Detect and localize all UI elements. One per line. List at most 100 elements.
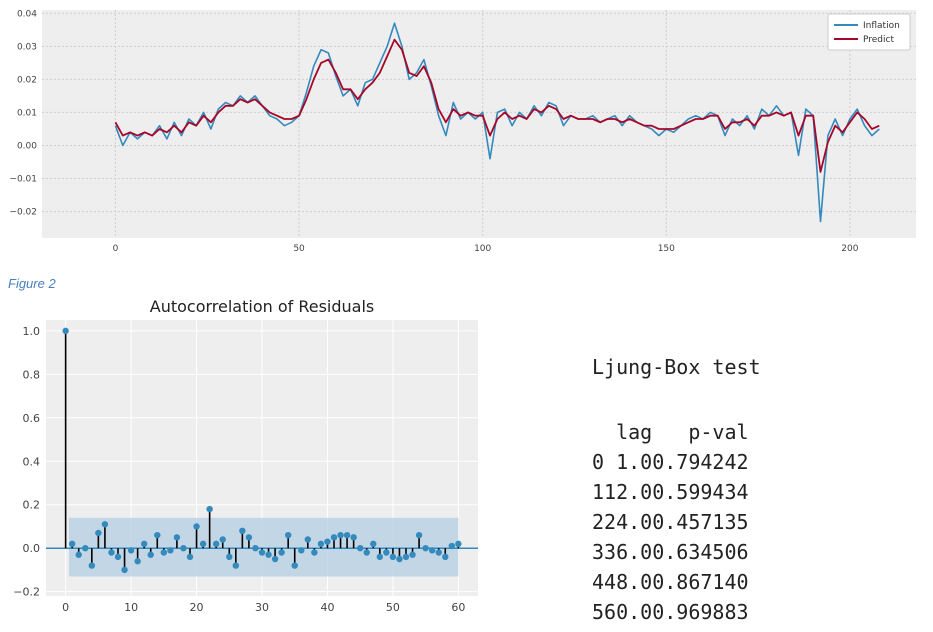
inflation-predict-chart: 0.04 0.03 0.02 0.01 0.00 −0.01 −0.02 0 50 100 150 2… — [9, 9, 916, 254]
y-tick-label: −0.02 — [9, 208, 37, 218]
row-index: 4 — [592, 570, 605, 594]
acf-marker — [383, 549, 390, 556]
acf-marker — [252, 544, 259, 552]
acf-marker — [147, 551, 154, 558]
acf-marker — [167, 547, 174, 554]
acf-marker — [245, 534, 253, 541]
acf-marker — [350, 534, 357, 541]
y-tick-label: −0.01 — [9, 175, 37, 185]
acf-marker — [239, 527, 246, 535]
x-tick-label: 30 — [255, 601, 269, 614]
acf-marker — [271, 555, 279, 563]
y-tick-label: 0.00 — [17, 141, 37, 151]
x-tick-label: 200 — [841, 244, 858, 254]
x-tick-label: 150 — [658, 244, 675, 254]
y-tick-label: 1.0 — [23, 325, 41, 338]
acf-marker — [82, 544, 89, 552]
acf-marker — [422, 544, 429, 552]
y-tick-label: 0.04 — [17, 9, 37, 19]
acf-marker — [108, 549, 115, 556]
row-index: 3 — [592, 540, 605, 564]
ljung-header-row: lag p-val — [592, 417, 749, 447]
y-tick-label: 0.2 — [23, 499, 41, 512]
x-tick-label: 0 — [113, 244, 119, 254]
row-pval: 0.794242 — [652, 450, 749, 474]
acf-marker — [258, 549, 266, 556]
acf-marker — [186, 553, 194, 561]
ljung-box-table: lag p-val 0 1.0 0.794242 1 12.0 0.599434 2 24… — [592, 417, 749, 627]
series-line-predict — [114, 38, 880, 173]
row-index: 1 — [592, 480, 605, 504]
confidence-band — [68, 517, 459, 577]
x-tick-label: 100 — [474, 244, 491, 254]
x-tick-label: 60 — [451, 601, 465, 614]
y-tick-label: 0.8 — [23, 368, 41, 381]
acf-marker — [428, 547, 436, 554]
y-tick-label: −0.2 — [13, 586, 40, 599]
acf-marker — [134, 558, 141, 565]
row-lag: 12.0 — [604, 480, 653, 504]
acf-marker — [284, 531, 292, 539]
acf-marker — [330, 534, 338, 541]
table-row: 4 48.0 0.867140 — [592, 567, 749, 597]
y-tick-label: 0.6 — [23, 412, 41, 425]
row-pval: 0.867140 — [652, 570, 749, 594]
x-tick-label: 10 — [124, 601, 138, 614]
table-row: 0 1.0 0.794242 — [592, 447, 749, 477]
acf-marker — [140, 540, 148, 548]
x-tick-label: 50 — [386, 601, 400, 614]
row-index: 2 — [592, 510, 605, 534]
acf-marker — [370, 540, 377, 548]
acf-marker — [114, 553, 122, 561]
legend-box — [827, 13, 911, 51]
acf-marker — [219, 536, 226, 543]
acf-marker — [160, 549, 168, 556]
acf-marker — [95, 529, 102, 537]
acf-marker — [337, 531, 344, 539]
acf-marker — [278, 549, 285, 556]
row-pval: 0.457135 — [652, 510, 749, 534]
row-lag: 24.0 — [604, 510, 653, 534]
acf-marker — [206, 505, 213, 513]
acf-marker — [415, 531, 423, 539]
table-row: 1 12.0 0.599434 — [592, 477, 749, 507]
y-tick-label: 0.02 — [17, 75, 37, 85]
acf-marker — [199, 540, 207, 548]
legend: Inflation Predict — [827, 13, 911, 51]
acf-marker — [435, 549, 442, 556]
acf-marker — [311, 549, 318, 556]
acf-marker — [75, 551, 82, 558]
acf-marker — [193, 523, 200, 530]
acf-marker — [304, 536, 312, 543]
y-tick-label: 0.0 — [23, 542, 41, 555]
row-pval: 0.599434 — [652, 480, 749, 504]
y-tick-label: 0.4 — [23, 455, 41, 468]
acf-marker — [212, 540, 220, 548]
acf-marker — [448, 542, 456, 550]
table-row: 5 60.0 0.969883 — [592, 597, 749, 627]
row-lag: 60.0 — [604, 600, 653, 624]
acf-marker — [455, 540, 462, 548]
acf-marker — [173, 534, 181, 541]
row-index: 0 — [592, 450, 605, 474]
acf-marker — [265, 551, 272, 558]
figure-caption: Figure 2 — [8, 276, 56, 291]
y-tick-label: 0.03 — [17, 42, 37, 52]
x-tick-label: 50 — [293, 244, 305, 254]
row-pval: 0.969883 — [652, 600, 749, 624]
acf-marker — [291, 562, 298, 569]
pval-header: p-val — [688, 420, 749, 444]
acf-marker — [396, 555, 403, 563]
legend-label: Inflation — [863, 21, 900, 31]
acf-marker — [389, 553, 397, 561]
acf-marker — [226, 553, 233, 561]
table-row: 3 36.0 0.634506 — [592, 537, 749, 567]
acf-marker — [343, 531, 351, 539]
acf-marker — [68, 540, 76, 548]
y-tick-label: 0.01 — [17, 108, 37, 118]
acf-marker — [127, 547, 135, 554]
acf-marker — [409, 551, 416, 558]
acf-marker — [180, 544, 187, 552]
acf-title: Autocorrelation of Residuals — [150, 297, 375, 316]
ljung-box-title: Ljung-Box test — [592, 355, 761, 379]
